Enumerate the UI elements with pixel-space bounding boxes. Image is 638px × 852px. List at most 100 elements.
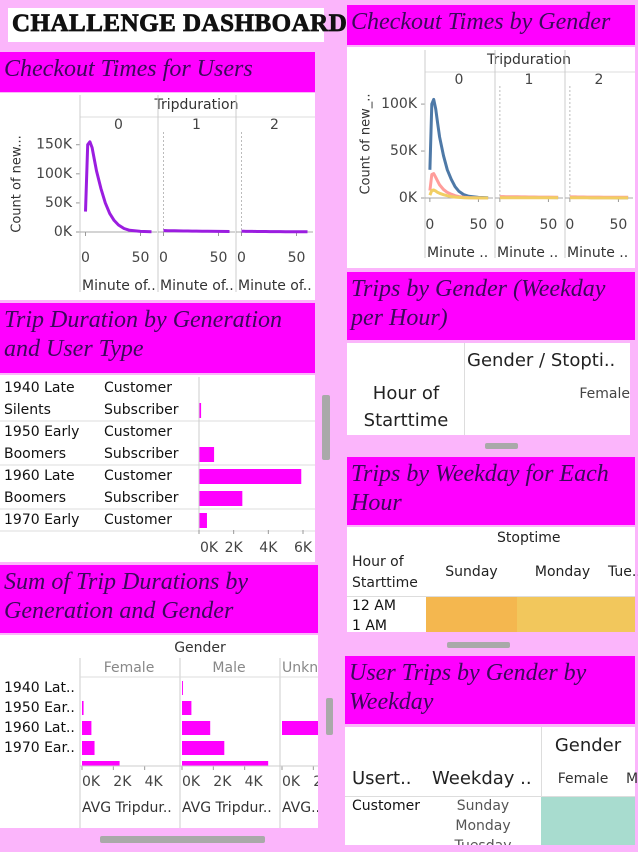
scrollbar[interactable]	[485, 443, 518, 449]
facet-label: Unkn..	[282, 660, 327, 676]
table-title: Trips by Weekday for Each Hour	[347, 457, 635, 525]
row-label: Monday	[455, 818, 511, 834]
series-line	[84, 140, 152, 234]
facet-bars	[182, 681, 269, 766]
column-label: M	[626, 771, 638, 787]
bar	[282, 721, 318, 735]
bar	[82, 761, 120, 766]
x-tick-label: 50	[470, 217, 488, 233]
x-tick-label: 50	[610, 217, 628, 233]
series-line	[163, 229, 230, 233]
bar	[199, 447, 215, 462]
divider	[345, 796, 635, 797]
heat-cell	[426, 597, 517, 632]
row-label: Customer	[104, 468, 173, 484]
column-label: Sunday	[445, 564, 498, 580]
row-label: Subscriber	[104, 446, 179, 462]
divider	[464, 343, 465, 435]
row-label: 1960 Lat..	[4, 720, 75, 736]
y-axis-label: Count of new_..	[359, 93, 374, 194]
divider	[347, 596, 635, 597]
facet-label: 1	[192, 117, 201, 133]
facets: Female 0K 2K 4K AVG Tripdur.. Male 0K 2K 4K AVG T…	[79, 658, 332, 828]
divider	[541, 727, 542, 845]
x-tick-label: 2K	[225, 540, 244, 556]
scrollbar[interactable]	[100, 836, 265, 843]
facet-bars	[282, 721, 318, 735]
column-label: Monday	[534, 564, 591, 580]
series-line	[241, 229, 308, 234]
x-axis-label: Minute of..	[238, 278, 312, 294]
y-tick-label: 150K	[36, 137, 73, 153]
x-tick-label: 0K	[182, 774, 201, 790]
x-tick-label: 0K	[82, 774, 101, 790]
facet-label: 0	[114, 117, 123, 133]
column-header: Gender	[554, 735, 622, 756]
x-axis-label: AVG Tripdur..	[82, 800, 172, 816]
x-tick-label: 0	[425, 217, 434, 233]
x-tick-label: 50	[210, 250, 228, 266]
row-header: Usert..	[352, 768, 412, 789]
x-tick-label: 4K	[259, 540, 278, 556]
x-tick-label: 50	[288, 250, 306, 266]
x-tick-label: 6K	[294, 540, 313, 556]
bar	[82, 721, 92, 735]
x-axis-label: Minute ..	[497, 245, 558, 261]
bar	[182, 701, 192, 715]
bar	[182, 681, 183, 695]
x-tick-label: 2K	[313, 774, 332, 790]
panel-background	[347, 47, 635, 268]
column-label: Tue..	[608, 564, 638, 580]
x-tick-label: 2K	[213, 774, 232, 790]
y-tick-label: 0K	[54, 224, 73, 240]
row-label: Customer	[352, 798, 421, 814]
row-label: 1 AM	[352, 618, 388, 634]
x-axis-label: Minute of..	[82, 278, 156, 294]
x-tick-label: 0	[81, 250, 90, 266]
facet-title: Tripduration	[486, 52, 571, 68]
row-header: Hour of Starttime	[363, 383, 449, 431]
y-tick-label: 50K	[390, 143, 418, 159]
chart-title: Checkout Times for Users	[0, 52, 315, 92]
facet-label: 2	[595, 72, 604, 88]
row-header: Weekday ..	[432, 768, 532, 789]
scrollbar[interactable]	[326, 698, 333, 735]
x-tick-label: 0K	[282, 774, 301, 790]
group-label: 1950 Early Boomers	[4, 424, 80, 462]
scrollbar[interactable]	[322, 395, 330, 460]
row-label: Subscriber	[104, 490, 179, 506]
series-line	[428, 97, 489, 200]
row-label: 1950 Ear..	[4, 700, 75, 716]
row-clip: Sunday Monday Tuesday	[430, 797, 540, 845]
column-label: Female	[579, 386, 630, 402]
x-axis-label: AVG..	[282, 800, 320, 816]
y-tick-label: 50K	[45, 195, 73, 211]
scrollbar[interactable]	[447, 642, 510, 648]
row-label: Customer	[104, 380, 173, 396]
x-tick-label: 50	[132, 250, 150, 266]
y-tick-label: 100K	[36, 166, 73, 182]
bar	[199, 403, 202, 418]
x-axis-label: Minute ..	[567, 245, 628, 261]
row-label: 1970 Ear..	[4, 740, 75, 756]
bar	[182, 741, 225, 755]
row-label: Sunday	[456, 798, 510, 814]
chart-title: Sum of Trip Durations by Generation and …	[0, 565, 318, 633]
x-tick-label: 0K	[200, 540, 219, 556]
facet-label: 1	[525, 72, 534, 88]
y-axis-label: Count of new...	[10, 135, 25, 232]
x-axis-label: AVG Tripdur..	[182, 800, 272, 816]
x-tick-label: 4K	[245, 774, 264, 790]
column-header: Stoptime	[497, 530, 561, 546]
chart-title: Trip Duration by Generation and User Typ…	[0, 303, 315, 373]
bar	[199, 513, 207, 528]
table-title: User Trips by Gender by Weekday	[345, 656, 635, 724]
x-tick-label: 0	[565, 217, 574, 233]
series-line	[428, 188, 489, 200]
x-tick-label: 50	[540, 217, 558, 233]
y-tick-label: 0K	[399, 190, 418, 206]
column-header: Gender / Stopti..	[467, 350, 616, 371]
bar	[199, 469, 302, 484]
